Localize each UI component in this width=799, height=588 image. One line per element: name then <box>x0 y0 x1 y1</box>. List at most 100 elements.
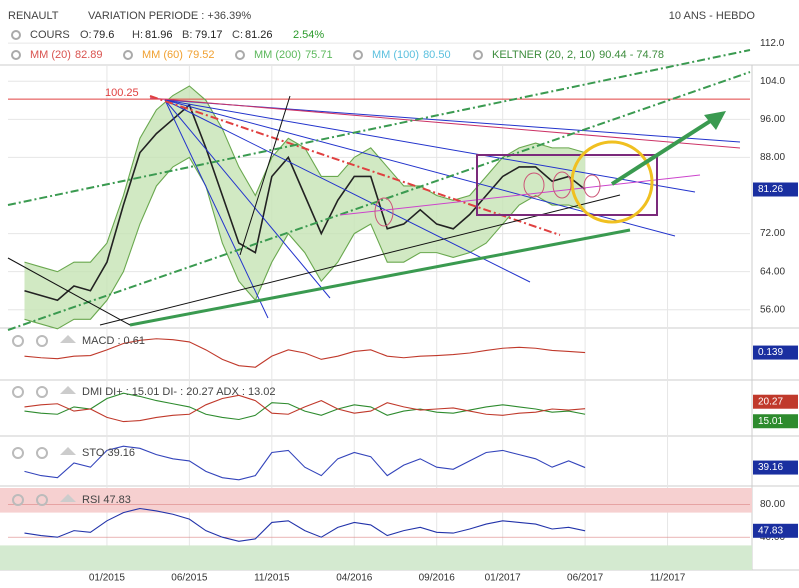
y-tick-label: 112.0 <box>760 38 785 49</box>
indicator-name: KELTNER (20, 2, 10) <box>492 49 595 61</box>
keltner-band <box>24 85 586 329</box>
last-value-box <box>753 460 798 475</box>
range-box <box>476 154 658 216</box>
panel: 15.01 20.27 DMI DI+ : 15.01 DI- : 20.27 AD… <box>12 386 798 429</box>
x-tick-label: 06/2015 <box>171 573 208 584</box>
indicator-value: 79.52 <box>187 49 215 61</box>
fan-line <box>164 99 331 299</box>
y-tick-label: 64.00 <box>760 266 785 277</box>
indicator-name: MM (20) <box>30 49 71 61</box>
y-tick-label: 80.00 <box>760 499 785 510</box>
panel-icon <box>36 335 48 347</box>
y-tick-label: 56.00 <box>760 304 785 315</box>
panel-icon <box>60 447 76 455</box>
series-line <box>24 338 586 368</box>
last-value: 15.01 <box>758 416 783 427</box>
highlight-ellipse <box>583 174 601 198</box>
quote-value: 79.6 <box>93 29 114 41</box>
annotations <box>7 49 751 331</box>
reference-label: 100.25 <box>105 87 139 99</box>
quote-value: 81.26 <box>245 29 273 41</box>
trend-line <box>149 97 741 149</box>
panel: 39.16 STO 39.16 <box>12 445 798 481</box>
y-tick-label: 72.00 <box>760 228 785 239</box>
quote-value: 81.96 <box>145 29 173 41</box>
indicator-value: 75.71 <box>305 49 333 61</box>
series-line <box>24 156 586 330</box>
trend-line <box>7 257 131 326</box>
x-tick-label: 11/2017 <box>650 573 686 584</box>
period: 10 ANS - HEBDO <box>669 10 756 22</box>
last-value-box <box>753 523 798 538</box>
highlight-ellipse <box>523 172 545 198</box>
last-value: 81.26 <box>758 184 783 195</box>
x-tick-label: 01/2015 <box>89 573 126 584</box>
fan-lines <box>164 99 741 319</box>
variation: VARIATION PERIODE : +36.39% <box>88 10 251 22</box>
zone <box>0 545 752 570</box>
last-value: 47.83 <box>758 525 783 536</box>
gear-icon[interactable] <box>123 50 133 60</box>
panel-icon <box>36 494 48 506</box>
panel: 0.139 MACD : 0.61 <box>12 335 798 368</box>
series-line <box>24 392 586 421</box>
separators <box>0 64 799 571</box>
last-value-box <box>753 414 798 429</box>
channel-line <box>7 49 751 206</box>
quote-label: H: <box>132 29 143 41</box>
arrow-line <box>610 116 717 186</box>
gear-icon[interactable] <box>11 30 21 40</box>
x-tick-label: 06/2017 <box>567 573 604 584</box>
indicator-name: MM (60) <box>142 49 183 61</box>
panel: 56.00 64.00 72.00 88.00 96.00 104.0 112.0 100.2… <box>8 38 798 330</box>
x-tick-label: 11/2015 <box>254 573 290 584</box>
gear-icon[interactable] <box>473 50 483 60</box>
zone <box>0 488 752 513</box>
last-value: 20.27 <box>758 396 783 407</box>
indicator-name: MM (200) <box>254 49 301 61</box>
indicator-value: 80.50 <box>423 49 451 61</box>
plots: 01/2015 06/2015 11/2015 04/2016 09/2016 01/20… <box>0 38 798 584</box>
quote-title: COURS <box>30 29 70 41</box>
panel-icon <box>36 386 48 398</box>
panel-icon <box>60 335 76 343</box>
last-value-box <box>753 394 798 409</box>
highlight-ellipse <box>552 171 572 199</box>
trend-line <box>239 95 291 256</box>
support-line <box>99 194 621 326</box>
support-line <box>129 228 631 327</box>
quote-label: O: <box>80 29 92 41</box>
last-value: 39.16 <box>758 462 783 473</box>
last-value: 0.139 <box>758 347 783 358</box>
channel-line <box>7 71 751 331</box>
indicator-value: 82.89 <box>75 49 103 61</box>
indicator-name: MM (100) <box>372 49 419 61</box>
fan-line <box>164 99 269 319</box>
series-line <box>24 103 586 302</box>
panel-icon <box>12 494 24 506</box>
panel-title: STO 39.16 <box>82 447 135 459</box>
quote-change: 2.54% <box>293 29 324 41</box>
highlight-circle <box>570 140 654 224</box>
last-value-box <box>753 345 798 360</box>
gear-icon[interactable] <box>235 50 245 60</box>
gear-icon[interactable] <box>353 50 363 60</box>
panel-icon <box>60 386 76 394</box>
arrow-head <box>704 111 726 130</box>
panel-icon <box>12 447 24 459</box>
last-value-box <box>753 182 798 197</box>
y-tick-label: 104.0 <box>760 76 785 87</box>
indicator-value: 90.44 - 74.78 <box>599 49 664 61</box>
gear-icon[interactable] <box>11 50 21 60</box>
panel-icon <box>60 494 76 502</box>
y-tick-label: 96.00 <box>760 114 785 125</box>
symbol: RENAULT <box>8 10 59 22</box>
series-line <box>24 445 586 481</box>
quote-value: 79.17 <box>195 29 223 41</box>
panel-title: DMI DI+ : 15.01 DI- : 20.27 ADX : 13.02 <box>82 386 276 398</box>
panel-icon <box>36 447 48 459</box>
quote-label: C: <box>232 29 243 41</box>
panel-title: MACD : 0.61 <box>82 335 145 347</box>
